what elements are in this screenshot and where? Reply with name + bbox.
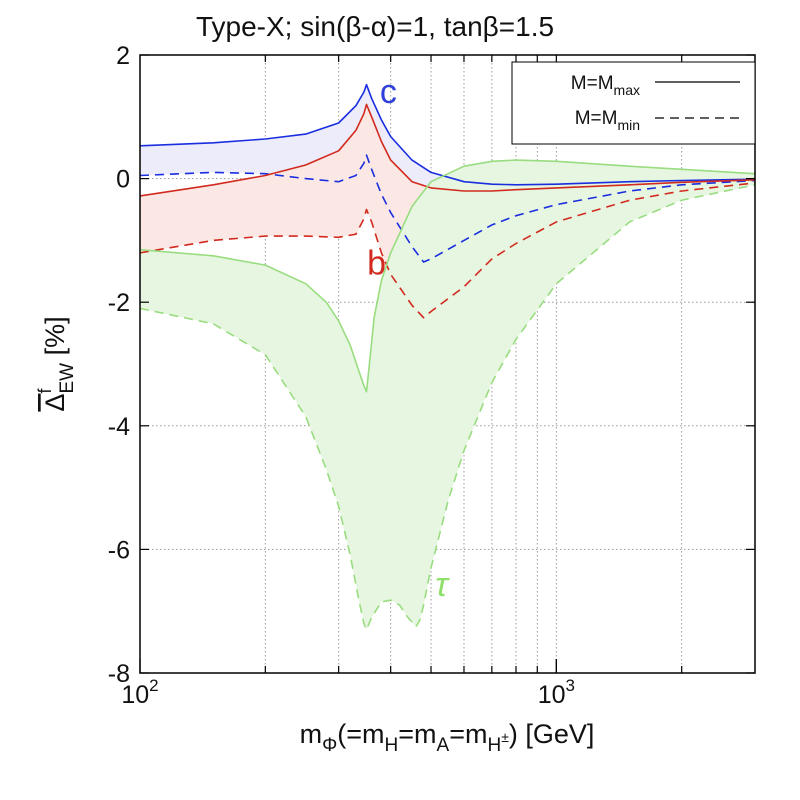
x-tick-label-exp: 2	[149, 676, 158, 695]
annotation-tau: τ	[435, 566, 450, 604]
y-tick-label: 2	[116, 42, 130, 70]
x-axis-label-part: H	[487, 735, 501, 756]
annotation-b: b	[367, 244, 386, 282]
y-axis-label-sub: EW	[57, 363, 78, 394]
y-axis-label-sup: f	[35, 388, 55, 394]
series-tau-m-mmax	[140, 159, 755, 393]
x-axis-label-part: ±	[501, 729, 509, 745]
legend-entry-max-label: M=M	[571, 73, 614, 94]
x-axis-label-part: Φ	[322, 735, 337, 756]
x-tick-label-exp: 3	[566, 676, 575, 695]
x-axis-label-part: A	[437, 735, 450, 756]
x-tick-label-base: 10	[538, 681, 566, 709]
x-axis-label: mΦ(=mH=mA=mH±) [GeV]	[300, 719, 595, 756]
series-lines	[140, 83, 755, 631]
x-tick-label: 103	[538, 676, 575, 709]
x-axis-label-part: (=m	[337, 719, 384, 749]
y-axis-label-main: Δ	[40, 394, 70, 412]
y-axis-label: Δf EW [%]	[35, 316, 78, 411]
x-tick-label: 102	[121, 676, 158, 709]
series-c-m-mmax	[140, 83, 755, 186]
y-tick-label: -6	[108, 536, 130, 564]
x-axis-label-part: =m	[449, 719, 487, 749]
x-axis-label-part: H	[385, 735, 399, 756]
x-axis-label-part: ) [GeV]	[509, 719, 595, 749]
series-b-m-mmin	[140, 182, 755, 319]
y-tick-label: -2	[108, 289, 130, 317]
legend-entry-max: M=Mmax	[571, 73, 640, 98]
legend-entry-min-label: M=M	[575, 108, 618, 129]
y-tick-label: -4	[108, 413, 130, 441]
annotations: c b τ	[367, 73, 450, 604]
y-axis-label-suffix: [%]	[40, 316, 70, 363]
legend-entry-min-sub: min	[617, 117, 640, 133]
legend-entry-max-sub: max	[614, 82, 640, 98]
legend: M=Mmax M=Mmin	[511, 61, 756, 145]
band-tau	[140, 160, 755, 630]
y-tick-label: 0	[116, 166, 130, 194]
x-axis-label-part: m	[300, 719, 323, 749]
legend-entry-min: M=Mmin	[575, 108, 640, 133]
plot-frame	[139, 54, 756, 674]
series-b-m-mmax	[140, 103, 755, 197]
series-c-m-mmin	[140, 154, 755, 263]
x-axis-label-part: =m	[398, 719, 436, 749]
series-tau-m-mmin	[140, 184, 755, 631]
chart-title: Type-X; sin(β-α)=1, tanβ=1.5	[196, 11, 554, 42]
x-tick-label-base: 10	[121, 681, 149, 709]
legend-box	[511, 61, 756, 145]
y-tick-label: -8	[108, 660, 130, 688]
annotation-c: c	[380, 73, 397, 111]
